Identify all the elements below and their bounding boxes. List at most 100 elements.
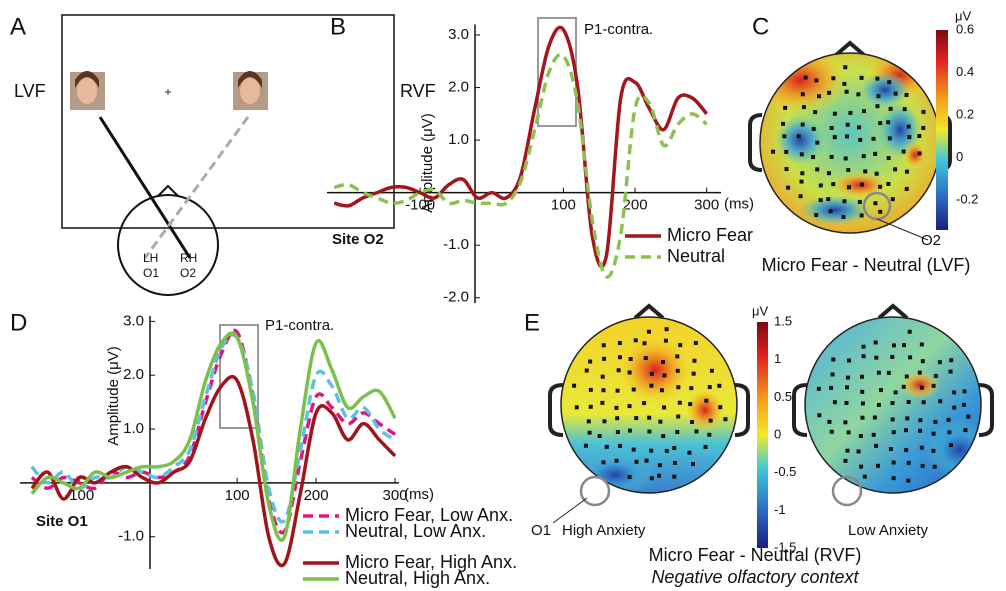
panel-letter: C <box>752 13 769 40</box>
electrode <box>890 355 894 359</box>
electrode <box>694 429 698 433</box>
electrode <box>618 355 622 359</box>
electrode <box>661 360 665 364</box>
electrode <box>931 449 935 453</box>
electrode <box>906 479 910 483</box>
electrode <box>690 420 694 424</box>
electrode <box>830 430 834 434</box>
electrode <box>587 419 591 423</box>
annotation: P1-contra. <box>584 21 653 38</box>
electrode <box>878 185 882 189</box>
colorbar-tick-label: 0.5 <box>774 389 792 404</box>
electrode <box>873 152 877 156</box>
pathway-lvf <box>100 117 190 258</box>
electrode <box>878 210 882 214</box>
electrode <box>888 136 892 140</box>
electrode <box>588 431 592 435</box>
colorbar-tick-label: 0 <box>956 149 963 164</box>
electrode <box>848 111 852 115</box>
electrode <box>628 475 632 479</box>
electrode <box>647 416 651 420</box>
electrode <box>873 416 877 420</box>
series-line <box>334 27 707 266</box>
electrode <box>598 434 602 438</box>
electrode <box>642 341 646 345</box>
electrode <box>845 385 849 389</box>
electrode <box>723 417 727 421</box>
electrode <box>863 475 867 479</box>
series-line <box>32 333 395 540</box>
electrode <box>892 460 896 464</box>
electrode <box>843 459 847 463</box>
electrode <box>874 444 878 448</box>
electrode <box>877 403 881 407</box>
electrode <box>692 359 696 363</box>
electrode <box>691 462 695 466</box>
electrode <box>676 414 680 418</box>
colorbar-tick-label: 0 <box>774 426 781 441</box>
electrode <box>905 374 909 378</box>
y-tick-label: 3.0 <box>448 26 469 43</box>
electrode <box>616 430 620 434</box>
figure: A LVF RVF + LH O1 RH O2 C <box>0 0 1006 591</box>
electrode <box>815 141 819 145</box>
site-label: O1 <box>143 266 159 280</box>
electrode <box>857 449 861 453</box>
colorbar-tick-label: 1.5 <box>774 313 792 328</box>
electrode <box>845 134 849 138</box>
subcaption: Negative olfactory context <box>651 567 859 587</box>
electrode <box>878 121 882 125</box>
electrode <box>628 370 632 374</box>
electrode <box>847 185 851 189</box>
hemisphere-label: LH <box>143 251 158 265</box>
visual-field-frame <box>62 15 394 228</box>
electrode <box>707 433 711 437</box>
panel-a: A LVF RVF + LH O1 RH O2 <box>10 13 436 295</box>
electrode <box>704 399 708 403</box>
electrode <box>665 327 669 331</box>
electrode <box>902 150 906 154</box>
nose <box>635 306 663 318</box>
electrode <box>819 198 823 202</box>
electrode <box>905 93 909 97</box>
electrode <box>602 419 606 423</box>
electrode <box>833 135 837 139</box>
electrode <box>846 123 850 127</box>
electrode <box>647 430 651 434</box>
electrode <box>800 180 804 184</box>
electrode <box>833 400 837 404</box>
electrode <box>845 449 849 453</box>
electrode <box>947 430 951 434</box>
electrode <box>844 156 848 160</box>
electrode <box>827 91 831 95</box>
electrode <box>889 447 893 451</box>
panel-letter: E <box>524 309 540 336</box>
site-label: Site O2 <box>332 231 384 248</box>
electrode <box>904 428 908 432</box>
electrode <box>629 357 633 361</box>
hemisphere-label: RH <box>180 251 197 265</box>
pathway-rvf <box>145 117 248 258</box>
electrode <box>827 420 831 424</box>
field-label: RVF <box>400 81 436 101</box>
electrode <box>903 107 907 111</box>
electrode <box>842 82 846 86</box>
electrode <box>907 400 911 404</box>
colorbar-unit: μV <box>752 303 768 318</box>
electrode <box>650 372 654 376</box>
x-tick-label: 100 <box>551 197 576 214</box>
electrode <box>922 400 926 404</box>
y-tick-label: -2.0 <box>443 289 469 306</box>
electrode <box>921 464 925 468</box>
topomap <box>805 317 995 493</box>
electrode <box>632 387 636 391</box>
electrode <box>846 376 850 380</box>
electrode <box>894 92 898 96</box>
colorbar-tick-label: -1.5 <box>774 539 796 554</box>
electrode <box>892 476 896 480</box>
electrode <box>933 465 937 469</box>
electrode <box>584 444 588 448</box>
electrode <box>918 418 922 422</box>
electrode <box>781 122 785 126</box>
electrode <box>618 444 622 448</box>
